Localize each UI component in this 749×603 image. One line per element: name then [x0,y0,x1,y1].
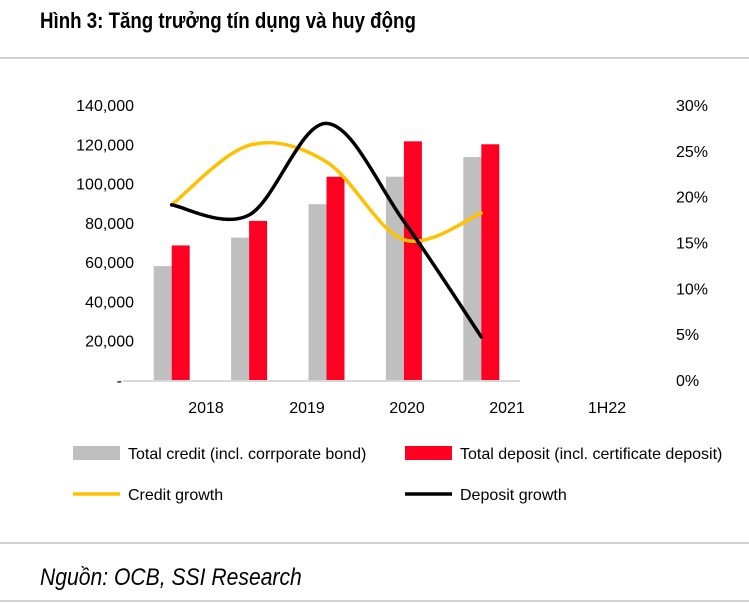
bar-total-deposit-2019 [249,220,268,380]
bar-total-deposit-2021 [403,141,422,380]
bar-total-credit-2020 [308,204,327,380]
bar-total-credit-2019 [231,237,250,380]
left-tick-label: 140,000 [76,98,134,115]
divider [0,57,749,59]
x-tick-label: 2021 [489,400,525,417]
divider [0,542,749,544]
left-tick-label: 120,000 [76,137,134,154]
right-tick-label: 20% [676,190,708,207]
legend-swatch [405,446,452,460]
left-tick-label: 20,000 [85,334,134,351]
bar-total-deposit-1H22 [481,144,500,380]
left-tick-label: 100,000 [76,177,134,194]
x-tick-label: 2018 [188,400,224,417]
right-tick-label: 25% [676,144,708,161]
right-tick-label: 5% [676,327,699,344]
left-tick-label: - [117,373,122,390]
bar-total-credit-1H22 [463,157,482,380]
right-tick-label: 10% [676,281,708,298]
figure-title: Hình 3: Tăng trưởng tín dụng và huy động [40,8,416,33]
legend-label: Deposit growth [460,487,567,504]
x-tick-label: 2020 [389,400,425,417]
legend-label: Total deposit (incl. certificate deposit… [460,446,722,463]
left-tick-label: 60,000 [85,255,134,272]
right-tick-label: 15% [676,236,708,253]
divider [0,600,749,602]
x-tick-label: 2019 [289,400,325,417]
legend-label: Total credit (incl. corrporate bond) [128,446,366,463]
legend-swatch [73,446,120,460]
left-tick-label: 80,000 [85,216,134,233]
left-tick-label: 40,000 [85,294,134,311]
right-tick-label: 30% [676,98,708,115]
x-tick-label: 1H22 [588,400,626,417]
source-note: Nguồn: OCB, SSI Research [40,564,302,591]
bar-total-credit-2018 [153,266,172,380]
bar-total-deposit-2020 [326,176,345,380]
right-tick-label: 0% [676,373,699,390]
bar-total-credit-2021 [385,176,404,380]
legend-label: Credit growth [128,487,223,504]
bar-total-deposit-2018 [171,245,190,380]
